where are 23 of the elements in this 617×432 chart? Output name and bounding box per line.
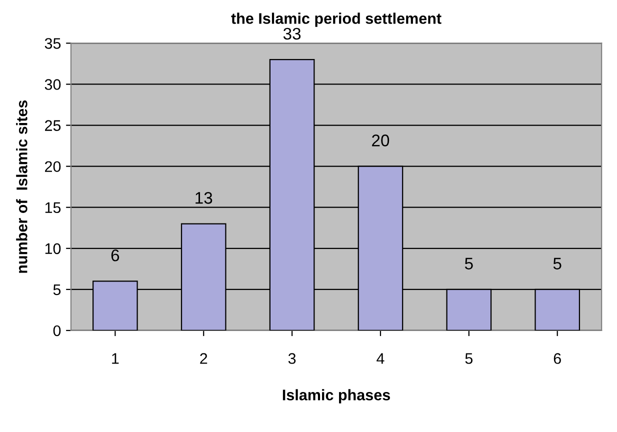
data-label: 5 — [464, 258, 473, 270]
y-tick-label: 0 — [53, 325, 61, 336]
x-axis-title: Islamic phases — [282, 389, 390, 404]
y-tick-label: 5 — [53, 284, 61, 296]
y-tick-label: 20 — [45, 161, 61, 172]
x-tick-label: 1 — [112, 353, 119, 364]
x-tick-label: 6 — [554, 353, 561, 364]
data-label: 5 — [553, 258, 562, 270]
y-tick-label: 10 — [45, 243, 61, 254]
y-tick-label: 15 — [45, 202, 61, 214]
chart-title: the Islamic period settlement — [231, 12, 442, 27]
x-tick-label: 4 — [376, 353, 384, 364]
x-tick-label: 5 — [465, 353, 473, 364]
y-tick-label: 25 — [45, 120, 61, 131]
data-label: 6 — [111, 249, 120, 262]
y-tick-label: 35 — [44, 38, 61, 49]
data-label: 13 — [196, 192, 212, 204]
data-label: 33 — [283, 28, 301, 40]
x-tick-label: 3 — [288, 353, 296, 364]
x-tick-label: 2 — [200, 353, 208, 364]
y-axis-title: number of Islamic sites — [16, 100, 28, 273]
y-tick-label: 30 — [44, 79, 61, 90]
data-label: 20 — [372, 134, 390, 146]
